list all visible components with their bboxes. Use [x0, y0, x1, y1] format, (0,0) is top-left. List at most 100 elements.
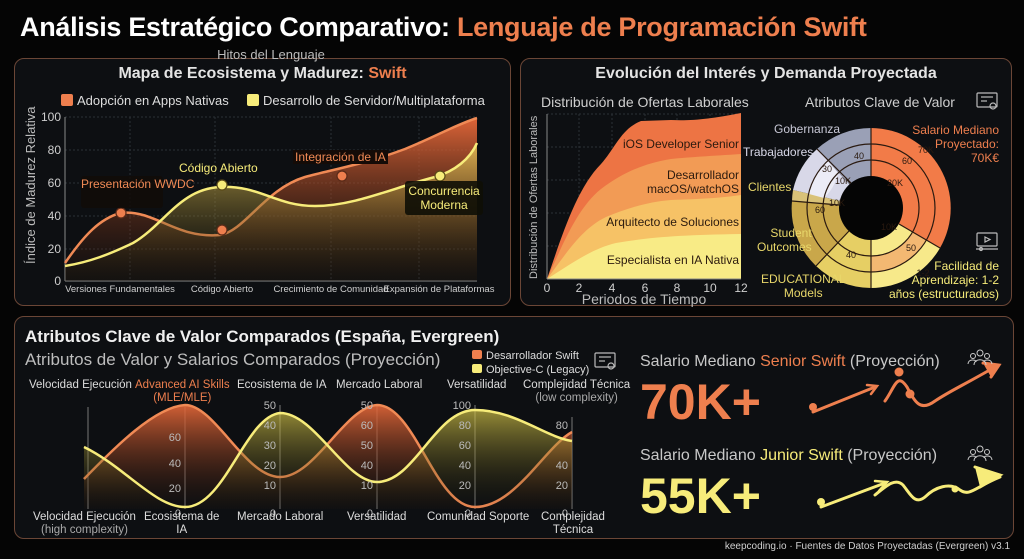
bottom-label-speed-2: (high complexity) [41, 524, 128, 536]
svg-text:40: 40 [264, 420, 276, 432]
senior-label-accent: Senior Swift [760, 353, 846, 370]
certificate-icon [594, 352, 616, 370]
svg-text:40: 40 [556, 460, 568, 472]
bottom-label-versatility: Versatilidad [347, 511, 407, 523]
legend-swatch-orange [61, 94, 73, 106]
jobs-x-title: Periodos de Tiempo [582, 291, 707, 307]
top-label-ai-skills-2: (MLE/MLE) [153, 392, 212, 404]
svg-text:12: 12 [734, 281, 748, 295]
footer-source: keepcoding.io · Fuentes de Datos Proyect… [724, 541, 1010, 552]
x-tick-platforms: Expansión de Plataformas [384, 284, 495, 295]
donut-label-student: Student Outcomes [757, 226, 812, 254]
x-axis-title: Hitos del Lenguaje [217, 47, 325, 62]
svg-text:60: 60 [459, 440, 471, 452]
point-ai [336, 170, 348, 182]
jobs-subtitle: Distribución de Ofertas Laborales [541, 94, 749, 110]
ecosystem-panel: Mapa de Ecosistema y Madurez: Swift Adop… [14, 47, 511, 306]
svg-text:40: 40 [361, 460, 373, 472]
svg-text:0: 0 [270, 508, 276, 520]
donut-label-workers: Trabajadores [743, 145, 814, 159]
salary-note-2: Proyectado: [934, 137, 999, 151]
legend-swift: Desarrollador Swift [472, 349, 589, 363]
band-ios: iOS Developer Senior [623, 137, 739, 151]
svg-text:50: 50 [264, 400, 276, 412]
legend-objc: Objective-C (Legacy) [472, 363, 589, 377]
donut-subtitle: Atributos Clave de Valor [805, 94, 955, 110]
annotation-open-source: Código Abierto [179, 161, 258, 175]
svg-text:70K: 70K [918, 145, 934, 155]
jobs-chart: 0 2 4 6 8 10 12 Periodos de Tiempo Distribuci… [528, 113, 748, 307]
title-accent: Lenguaje de Programación Swift [456, 12, 867, 42]
svg-text:0: 0 [367, 508, 373, 520]
salary-note-3: 70K€ [970, 151, 999, 165]
comparison-legend: Desarrollador Swift Objective-C (Legacy) [472, 349, 589, 377]
video-player-icon [976, 232, 998, 252]
annotation-ai: Integración de IA [293, 150, 388, 164]
svg-text:50: 50 [906, 243, 916, 253]
comparison-subtitle: Atributos de Valor y Salarios Comparados… [25, 350, 441, 369]
svg-text:50: 50 [361, 440, 373, 452]
senior-team-icon [967, 349, 993, 366]
bottom-label-speed-1: Velocidad Ejecución [33, 511, 136, 523]
top-label-versatility: Versatilidad [447, 379, 507, 391]
y-tick-40: 40 [48, 209, 62, 223]
svg-text:0: 0 [465, 508, 471, 520]
top-label-speed: Velocidad Ejecución [29, 379, 132, 391]
svg-text:100: 100 [453, 400, 471, 412]
point-orange-2 [216, 224, 228, 236]
bottom-label-community: Comunidad Soporte [427, 511, 530, 523]
bottom-label-complexity-2: Técnica [552, 524, 594, 536]
band-ai: Especialista en IA Nativa [607, 253, 739, 267]
bottom-label-ai-ecosystem-1: Ecosistema de [144, 511, 220, 523]
y-tick-0: 0 [54, 274, 61, 288]
svg-text:10: 10 [703, 281, 717, 295]
top-label-complexity: Complejidad Técnica (low complexity) [523, 379, 630, 405]
point-open-source [216, 179, 228, 191]
svg-text:80: 80 [556, 420, 568, 432]
svg-text:0: 0 [562, 508, 568, 520]
evolution-panel: Evolución del Interés y Demanda Proyecta… [520, 58, 1012, 307]
point-concurrency [434, 170, 446, 182]
x-tick-versions: Versiones Fundamentales [65, 284, 175, 295]
junior-label-accent: Junior Swift [760, 447, 843, 464]
svg-text:60: 60 [815, 205, 825, 215]
donut-label-clients: Clientes [748, 180, 792, 194]
junior-salary-value: 55K+ [640, 468, 761, 524]
annotation-concurrency: Concurrencia Moderna [408, 184, 480, 212]
svg-text:0: 0 [175, 508, 181, 520]
senior-salary-value: 70K+ [640, 374, 761, 430]
svg-text:2: 2 [576, 281, 583, 295]
ecosystem-chart: 100 80 60 40 20 0 Versiones Fundamentale… [23, 47, 495, 295]
bottom-label-ai-ecosystem-2: IA [176, 524, 188, 536]
legend-adoption: Adopción en Apps Nativas [61, 93, 229, 108]
junior-growth-arrow-icon [817, 465, 1004, 509]
legend-swift-label: Desarrollador Swift [486, 350, 579, 362]
y-tick-20: 20 [48, 242, 62, 256]
junior-label-pre: Salario Mediano [640, 447, 761, 464]
senior-growth-arrow-icon [809, 361, 1002, 414]
donut-label-educational-1: EDUCATIONAL [761, 272, 846, 286]
annotation-wwdc: Presentación WWDC [81, 177, 195, 191]
learning-note-3: años (estructurados) [888, 287, 999, 301]
senior-label-pre: Salario Mediano [640, 353, 761, 370]
svg-text:20: 20 [264, 460, 276, 472]
top-label-ai-ecosystem: Ecosistema de IA [237, 379, 327, 391]
svg-text:4: 4 [609, 281, 616, 295]
band-macos-1: Desarrollador [667, 168, 739, 182]
band-macos-2: macOS/watchOS [647, 182, 739, 196]
junior-team-icon [967, 445, 993, 462]
svg-text:60: 60 [361, 420, 373, 432]
svg-text:40: 40 [854, 151, 864, 161]
legend-swatch-objc [472, 364, 482, 373]
salary-note: Salario Mediano Proyectado: 70K€ [912, 123, 999, 165]
bottom-label-complexity: Complejidad Técnica [541, 511, 605, 537]
svg-text:10: 10 [264, 480, 276, 492]
y-tick-80: 80 [48, 143, 62, 157]
bottom-label-market: Mercado Laboral [237, 511, 324, 523]
learning-note-2: Aprendizaje: 1-2 [911, 273, 999, 287]
svg-text:30: 30 [822, 164, 832, 174]
donut-label-governance: Gobernanza [774, 122, 841, 136]
y-tick-100: 100 [41, 110, 61, 124]
svg-text:20: 20 [459, 480, 471, 492]
